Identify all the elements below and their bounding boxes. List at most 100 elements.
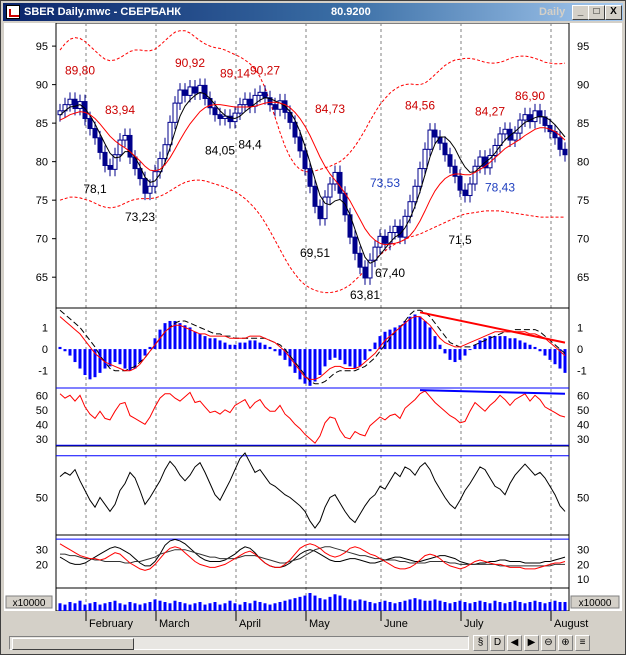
candle-body	[422, 148, 428, 170]
scroll-thumb[interactable]	[12, 638, 134, 650]
macd-histogram-bar	[463, 349, 467, 356]
volume-bar	[563, 602, 567, 611]
price-annotation: 84,4	[238, 138, 262, 152]
price-tick-right: 75	[577, 195, 589, 207]
candle-body	[142, 178, 148, 194]
macd-histogram-bar	[153, 338, 157, 350]
candle-body	[257, 91, 263, 96]
period-daily-button[interactable]: D	[490, 635, 505, 651]
candle-body	[127, 134, 133, 158]
candle-body	[67, 98, 73, 106]
candle-body	[212, 107, 218, 116]
adx-tick-left: 20	[36, 559, 48, 571]
volume-bar	[368, 602, 372, 611]
adx-tick-right: 10	[577, 574, 589, 586]
lower-envelope-line	[59, 179, 565, 294]
volume-bar	[363, 600, 367, 611]
volume-bar	[63, 604, 67, 611]
volume-bar	[528, 602, 532, 611]
price-annotation: 69,51	[300, 246, 330, 260]
menu-icon[interactable]: ≡	[575, 635, 590, 651]
macd-histogram-bar	[453, 349, 457, 363]
macd-histogram-bar	[253, 340, 257, 350]
price-annotation: 78,43	[485, 181, 515, 195]
volume-bar	[358, 599, 362, 611]
candle-body	[172, 102, 178, 123]
macd-tick-left: -1	[38, 366, 48, 378]
section-icon[interactable]: §	[473, 635, 488, 651]
volume-bar	[448, 603, 452, 611]
price-tick-left: 65	[36, 272, 48, 284]
volume-bar	[223, 603, 227, 611]
volume-bar	[188, 604, 192, 611]
macd-line	[59, 316, 566, 380]
time-axis-strip	[4, 611, 622, 633]
volume-bar	[268, 604, 272, 611]
price-tick-right: 80	[577, 157, 589, 169]
macd-histogram-bar	[183, 325, 187, 350]
macd-histogram-bar	[298, 349, 302, 380]
candle-body	[182, 89, 188, 96]
rsi-tick-left: 50	[36, 405, 48, 417]
candle-body	[402, 215, 408, 238]
macd-trendline	[419, 311, 566, 344]
candle-body	[57, 110, 63, 116]
macd-tick-left: 0	[42, 344, 48, 356]
macd-histogram-bar	[353, 349, 357, 369]
price-annotation: 90,92	[175, 56, 205, 70]
macd-histogram-bar	[458, 349, 462, 360]
volume-bar	[128, 602, 132, 611]
volume-bar	[273, 603, 277, 611]
volume-bar	[203, 604, 207, 611]
candle-body	[417, 168, 423, 187]
slow-moving-average-line	[59, 101, 566, 246]
zoom-out-icon[interactable]: ⊖	[541, 635, 556, 651]
last-price: 80.9200	[331, 6, 371, 18]
minimize-button[interactable]: _	[572, 5, 589, 20]
month-label: August	[554, 618, 588, 630]
macd-histogram-bar	[223, 342, 227, 350]
macd-histogram-bar	[138, 349, 142, 363]
stoch-tick-right: 50	[577, 492, 589, 504]
zoom-in-icon[interactable]: ⊕	[558, 635, 573, 651]
macd-histogram-bar	[548, 349, 552, 360]
rsi-tick-right: 60	[577, 390, 589, 402]
maximize-button[interactable]: □	[588, 5, 605, 20]
macd-histogram-bar	[243, 342, 247, 350]
chart-area[interactable]: February March April May June July August 95 95 9…	[4, 22, 622, 633]
month-label: March	[159, 618, 190, 630]
candle-body	[337, 171, 343, 194]
rsi-trendline	[419, 389, 566, 395]
horizontal-scrollbar[interactable]	[9, 636, 469, 650]
macd-histogram-bar	[283, 349, 287, 360]
candle-body	[317, 205, 323, 220]
scroll-right-icon[interactable]: ▶	[524, 635, 539, 651]
macd-tick-right: 1	[577, 322, 583, 334]
price-annotation: 84,73	[315, 102, 345, 116]
candle-body	[262, 91, 268, 99]
candle-body	[537, 110, 543, 118]
scroll-left-icon[interactable]: ◀	[507, 635, 522, 651]
volume-bar	[178, 602, 182, 611]
macd-histogram-bar	[163, 323, 167, 350]
macd-histogram-bar	[428, 327, 432, 350]
candle-body	[187, 86, 193, 96]
macd-histogram-bar	[198, 333, 202, 350]
macd-histogram-bar	[83, 349, 87, 376]
volume-bar	[453, 602, 457, 611]
macd-histogram-bar	[168, 320, 172, 350]
title-bar[interactable]: SBER Daily.mwc - СБЕРБАНК 80.9200 Daily …	[3, 3, 623, 21]
volume-bar	[298, 596, 302, 611]
macd-histogram-bar	[438, 344, 442, 350]
volume-bar	[303, 595, 307, 611]
volume-bar	[398, 602, 402, 611]
candle-body	[477, 156, 483, 167]
chart-canvas[interactable]: February March April May June July August 95 95 9…	[4, 22, 622, 633]
candle-body	[532, 110, 538, 123]
fast-moving-average-line	[59, 91, 566, 264]
macd-histogram-bar	[313, 349, 317, 382]
macd-histogram-bar	[213, 338, 217, 350]
close-button[interactable]: X	[605, 5, 622, 20]
candle-body	[487, 154, 493, 169]
macd-tick-right: 0	[577, 344, 583, 356]
